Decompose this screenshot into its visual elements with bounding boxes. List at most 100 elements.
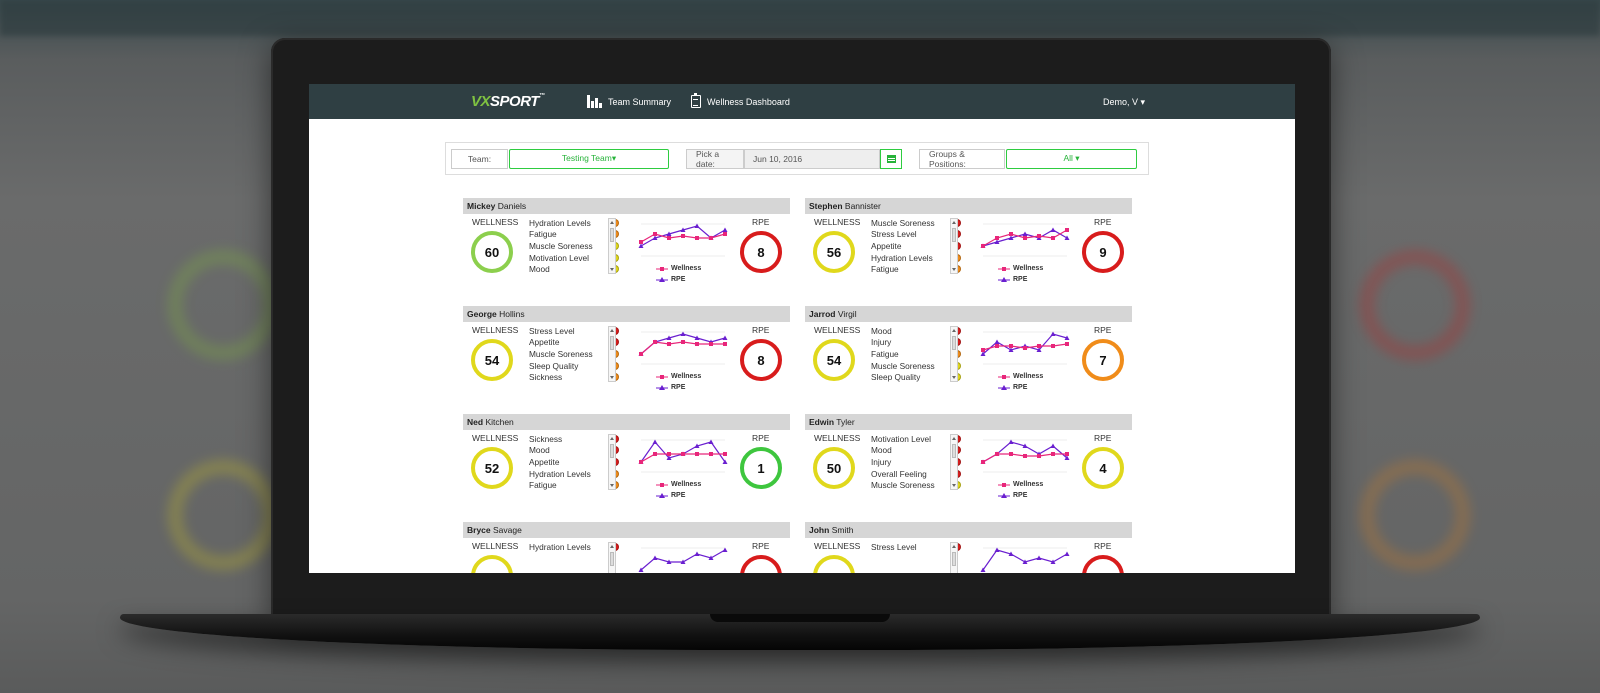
scroll-thumb[interactable]	[610, 228, 614, 242]
scroll-up-icon[interactable]	[952, 545, 956, 548]
metric-name: Hydration Levels	[529, 541, 591, 552]
wellness-series-point	[723, 342, 727, 346]
date-input[interactable]: Jun 10, 2016	[744, 148, 880, 169]
metric-scrollbar[interactable]	[608, 326, 616, 382]
rpe-label: RPE	[1094, 325, 1112, 335]
scroll-down-icon[interactable]	[952, 268, 956, 271]
rpe-series-point	[1008, 551, 1014, 556]
rpe-score-ring: 4	[1082, 447, 1124, 489]
team-select[interactable]: Testing Team▾	[509, 148, 669, 169]
metric-name: Fatigue	[871, 264, 899, 275]
scroll-thumb[interactable]	[952, 336, 956, 350]
scroll-thumb[interactable]	[952, 552, 956, 566]
scroll-down-icon[interactable]	[610, 376, 614, 379]
wellness-score-ring: 52	[471, 447, 513, 489]
player-name[interactable]: Stephen Bannister	[805, 198, 1132, 214]
groups-select[interactable]: All ▾	[1006, 148, 1137, 169]
logo-sport: SPORT	[490, 93, 539, 110]
player-name[interactable]: Bryce Savage	[463, 522, 790, 538]
legend-rpe-swatch	[656, 276, 668, 282]
metric-scrollbar[interactable]	[950, 542, 958, 573]
wellness-series-point	[709, 236, 713, 240]
scroll-thumb[interactable]	[610, 444, 614, 458]
legend-wellness-label: Wellness	[671, 265, 702, 272]
player-card[interactable]: Jarrod Virgil WELLNESS RPE 54 7 Mood Injury Fat…	[805, 306, 1132, 406]
player-card[interactable]: Mickey Daniels WELLNESS RPE 60 8 Hydration Le…	[463, 198, 790, 298]
player-card[interactable]: Edwin Tyler WELLNESS RPE 50 4 Motivation Leve…	[805, 414, 1132, 514]
wellness-series-point	[681, 234, 685, 238]
player-name[interactable]: Ned Kitchen	[463, 414, 790, 430]
metric-name: Appetite	[529, 456, 560, 467]
scroll-thumb[interactable]	[610, 336, 614, 350]
rpe-series-point	[666, 455, 672, 460]
rpe-series-point	[722, 227, 728, 232]
nav-wellness-dashboard[interactable]: Wellness Dashboard	[691, 93, 790, 108]
scroll-up-icon[interactable]	[952, 329, 956, 332]
scroll-thumb[interactable]	[952, 228, 956, 242]
metric-row: Fatigue	[529, 229, 619, 241]
player-name[interactable]: Mickey Daniels	[463, 198, 790, 214]
wellness-label: WELLNESS	[814, 325, 861, 335]
scroll-thumb[interactable]	[952, 444, 956, 458]
metric-scrollbar[interactable]	[608, 434, 616, 490]
player-name[interactable]: Edwin Tyler	[805, 414, 1132, 430]
scroll-up-icon[interactable]	[610, 437, 614, 440]
legend-rpe: RPE	[656, 276, 685, 283]
player-card[interactable]: Ned Kitchen WELLNESS RPE 52 1 Sickness Mood App…	[463, 414, 790, 514]
scroll-down-icon[interactable]	[952, 376, 956, 379]
metric-scrollbar[interactable]	[608, 542, 616, 573]
rpe-label: RPE	[1094, 217, 1112, 227]
legend-wellness: Wellness	[656, 481, 701, 488]
scroll-down-icon[interactable]	[610, 484, 614, 487]
player-card[interactable]: George Hollins WELLNESS RPE 54 8 Stress Level…	[463, 306, 790, 406]
wellness-series-point	[1009, 452, 1013, 456]
player-name[interactable]: John Smith	[805, 522, 1132, 538]
metric-scrollbar[interactable]	[608, 218, 616, 274]
bg-blob	[168, 250, 278, 360]
scroll-up-icon[interactable]	[610, 545, 614, 548]
wellness-series-point	[681, 452, 685, 456]
rpe-series-point	[1064, 335, 1070, 340]
vxsport-logo[interactable]: VXSPORT™	[471, 93, 545, 110]
wellness-label: WELLNESS	[472, 541, 519, 551]
legend-wellness-swatch	[656, 266, 668, 271]
metric-scrollbar[interactable]	[950, 434, 958, 490]
rpe-series-point	[1036, 347, 1042, 352]
metric-name: Hydration Levels	[871, 252, 933, 263]
wellness-series-point	[1023, 236, 1027, 240]
player-last-name: Bannister	[844, 201, 881, 211]
wellness-series-point	[1051, 452, 1055, 456]
wellness-series-point	[653, 452, 657, 456]
user-menu[interactable]: Demo, V ▾	[1102, 97, 1145, 107]
rpe-series-point	[1008, 439, 1014, 444]
legend-wellness-swatch	[656, 374, 668, 379]
scroll-up-icon[interactable]	[610, 221, 614, 224]
metric-scrollbar[interactable]	[950, 326, 958, 382]
nav-team-summary[interactable]: Team Summary	[587, 95, 671, 108]
calendar-button[interactable]	[880, 148, 902, 169]
metric-name: Mood	[529, 445, 550, 456]
metric-list: Hydration Levels Fatigue Muscle Soreness Mo…	[529, 217, 619, 275]
metric-name: Sleep Quality	[871, 372, 921, 383]
scroll-up-icon[interactable]	[610, 329, 614, 332]
trend-sparkline	[980, 439, 1070, 473]
scroll-down-icon[interactable]	[610, 268, 614, 271]
wellness-series-point	[1051, 236, 1055, 240]
player-card[interactable]: Stephen Bannister WELLNESS RPE 56 9 Muscle So…	[805, 198, 1132, 298]
scroll-up-icon[interactable]	[952, 221, 956, 224]
metric-row: Fatigue	[871, 348, 961, 360]
legend-rpe-label: RPE	[671, 384, 686, 391]
metric-name: Injury	[871, 337, 892, 348]
rpe-series-point	[1064, 235, 1070, 240]
scroll-up-icon[interactable]	[952, 437, 956, 440]
wellness-series-point	[1023, 346, 1027, 350]
player-name[interactable]: George Hollins	[463, 306, 790, 322]
scroll-thumb[interactable]	[610, 552, 614, 566]
legend-wellness: Wellness	[656, 373, 701, 380]
scroll-down-icon[interactable]	[952, 484, 956, 487]
metric-scrollbar[interactable]	[950, 218, 958, 274]
wellness-series-point	[695, 452, 699, 456]
player-name[interactable]: Jarrod Virgil	[805, 306, 1132, 322]
